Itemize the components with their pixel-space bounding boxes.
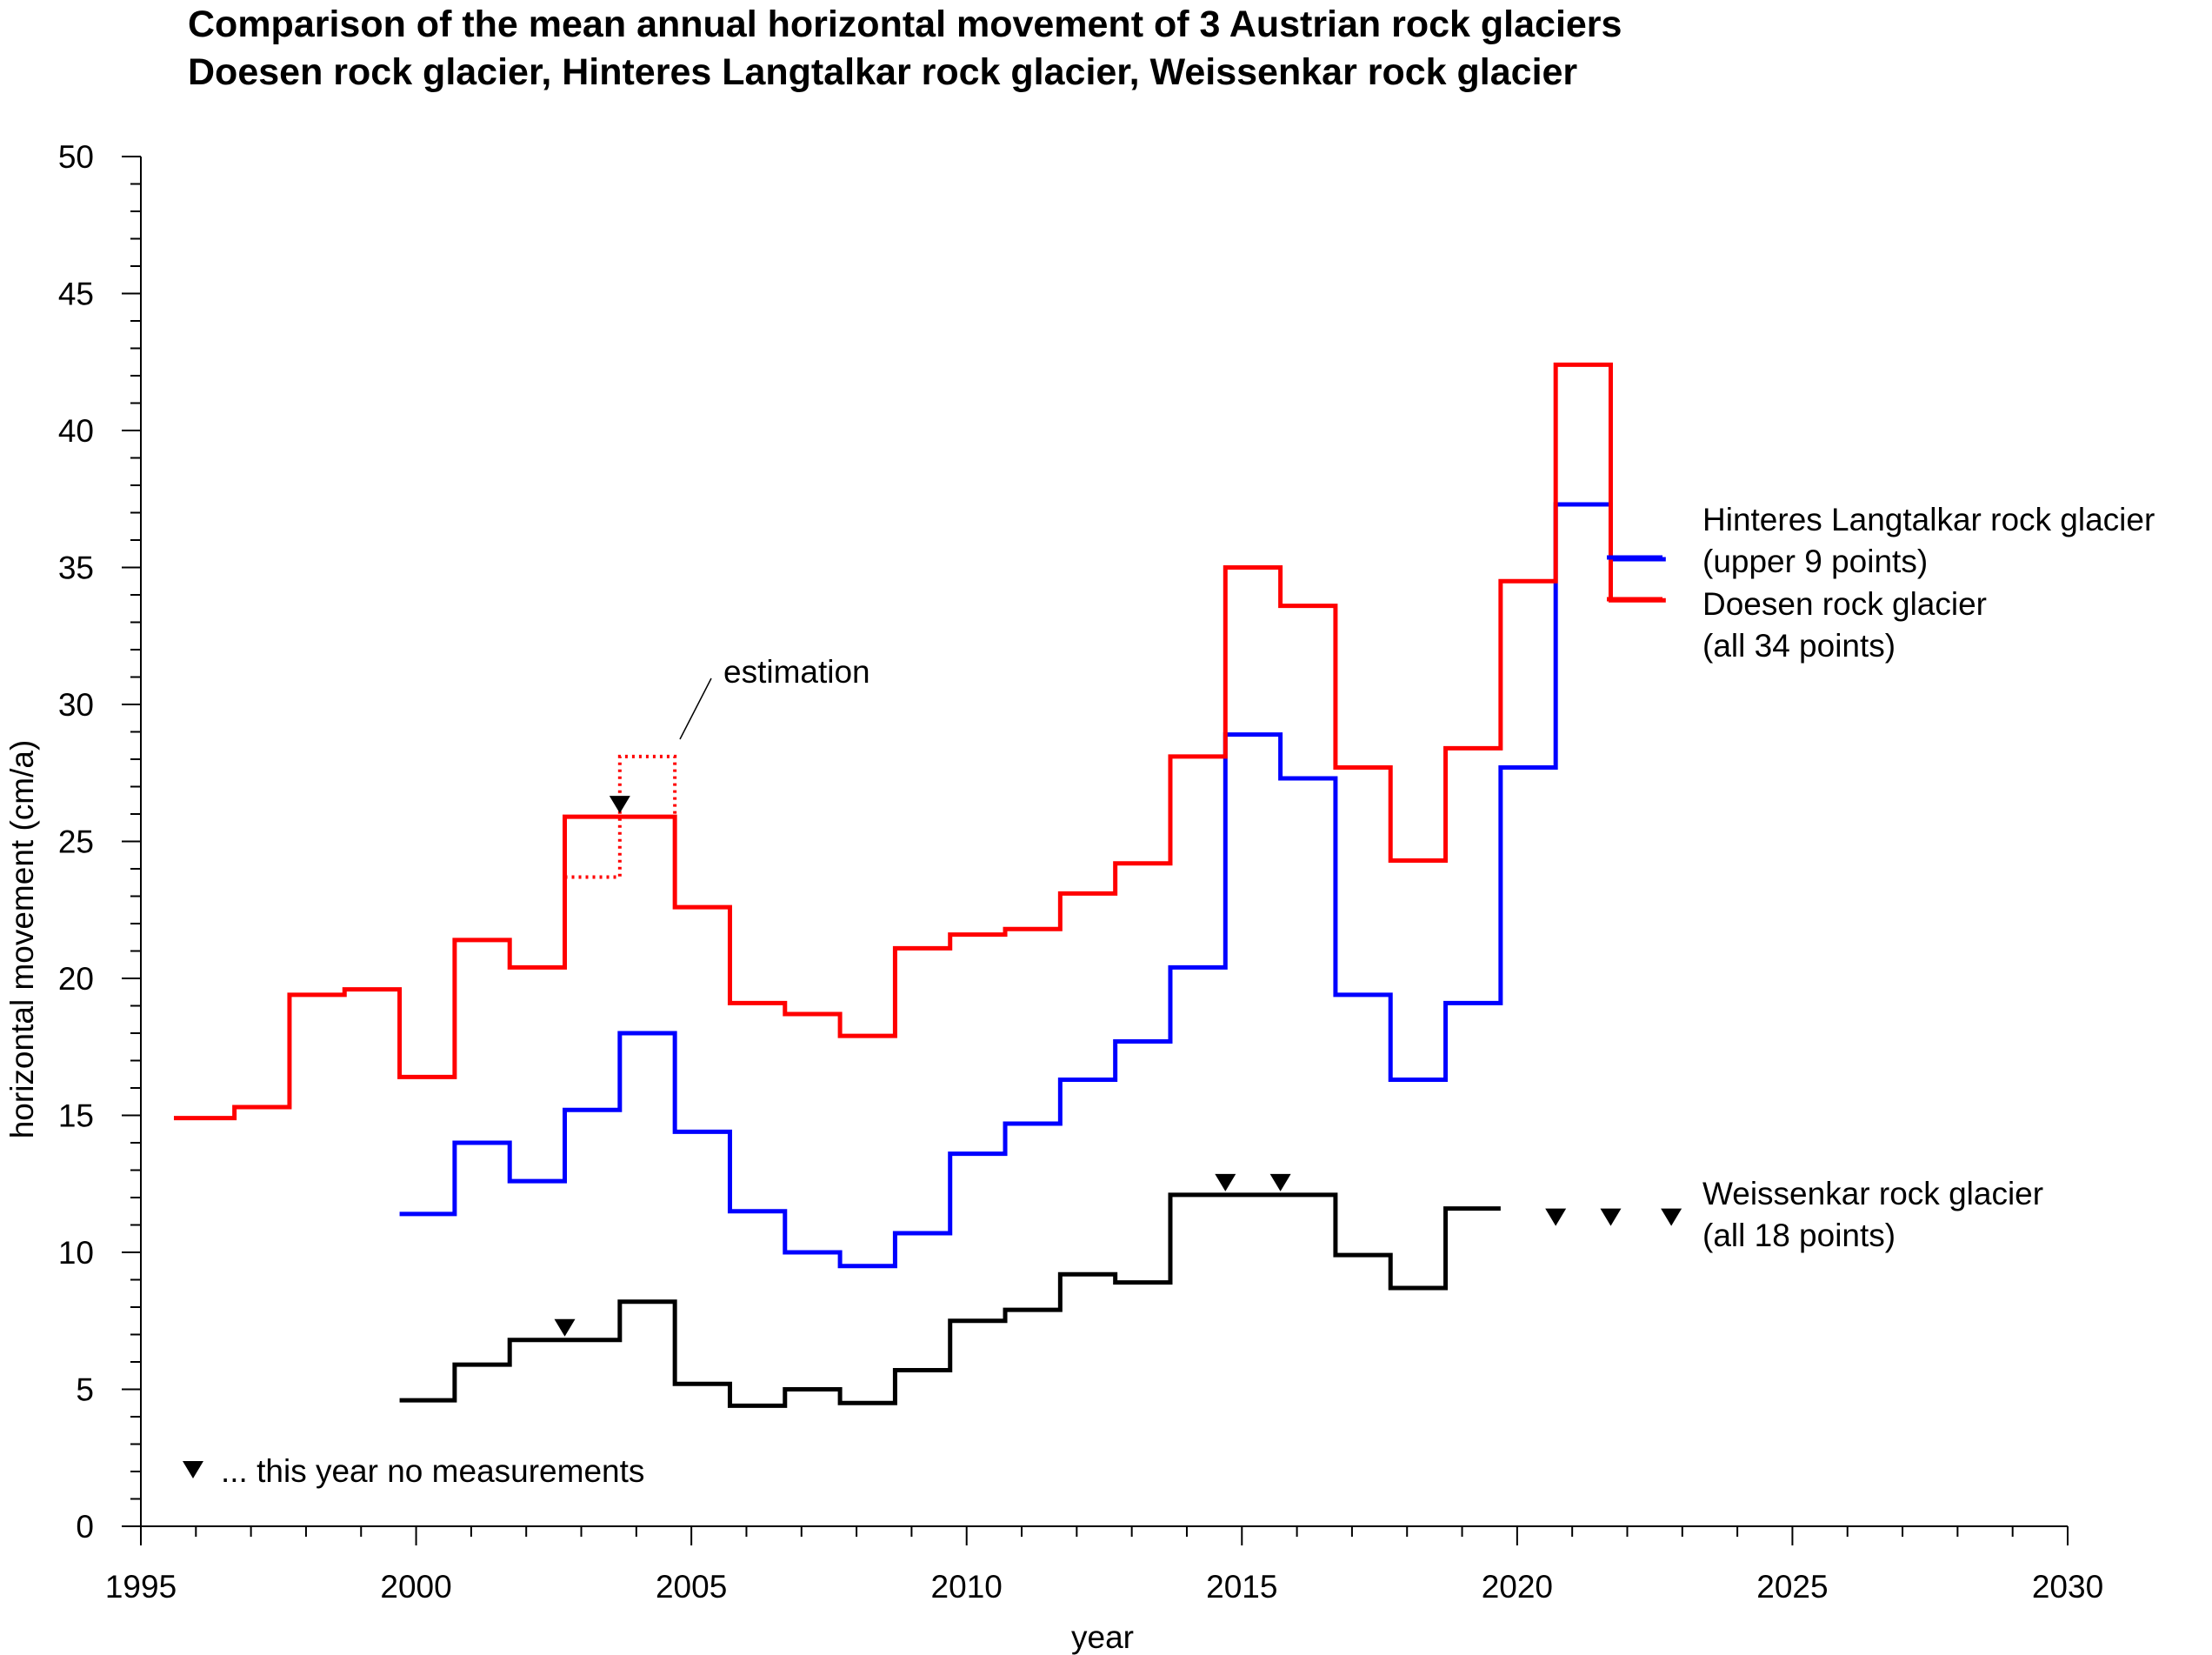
y-tick-label: 40	[58, 413, 94, 449]
y-tick-label: 50	[58, 139, 94, 175]
y-tick-label: 0	[76, 1509, 94, 1545]
x-axis-title: year	[1071, 1619, 1134, 1655]
legend-sublabel-hinteres-langtalkar-rock-glacier: (upper 9 points)	[1702, 544, 1928, 579]
chart-title-line-2: Doesen rock glacier, Hinteres Langtalkar…	[188, 51, 1577, 93]
no-measurement-marker	[1269, 1173, 1291, 1191]
no-measurement-marker	[1215, 1173, 1236, 1191]
legend-marker-icon	[183, 1461, 203, 1478]
x-tick-label: 1995	[105, 1569, 177, 1605]
series-hinteres-langtalkar-rock-glacier	[399, 502, 1666, 1269]
x-tick-label: 2010	[931, 1569, 1003, 1605]
legend-sublabel-doesen-rock-glacier: (all 34 points)	[1702, 628, 1896, 664]
y-axis-title: horizontal movement (cm/a)	[4, 740, 40, 1139]
y-tick-label: 10	[58, 1235, 94, 1271]
legend-label-hinteres-langtalkar-rock-glacier: Hinteres Langtalkar rock glacier	[1702, 502, 2155, 537]
series-weissenkar-rock-glacier	[399, 1192, 1501, 1408]
legend: Hinteres Langtalkar rock glacier (upper 9…	[1607, 502, 2155, 1253]
x-tick-label: 2025	[1756, 1569, 1828, 1605]
markers-layer	[183, 796, 1682, 1478]
series-doesen-rock-glacier	[173, 362, 1666, 1121]
x-tick-label: 2030	[2032, 1569, 2103, 1605]
no-measurement-note: ... this year no measurements	[221, 1453, 644, 1489]
no-measurement-marker	[1661, 1208, 1682, 1226]
legend-label-weissenkar-rock-glacier: Weissenkar rock glacier	[1702, 1176, 2043, 1211]
estimation-step	[564, 754, 677, 879]
no-measurement-marker	[1600, 1208, 1622, 1226]
x-tick-label: 2020	[1482, 1569, 1553, 1605]
no-measurement-marker	[609, 796, 630, 814]
y-tick-label: 15	[58, 1098, 94, 1134]
y-tick-label: 35	[58, 551, 94, 586]
estimation-label: estimation	[723, 654, 870, 690]
estimation-leader-line	[679, 677, 712, 740]
y-tick-label: 30	[58, 687, 94, 723]
series-layer	[173, 362, 1666, 1408]
legend-label-doesen-rock-glacier: Doesen rock glacier	[1702, 586, 1987, 622]
x-tick-label: 2000	[380, 1569, 451, 1605]
y-tick-label: 20	[58, 961, 94, 997]
x-tick-label: 2015	[1206, 1569, 1277, 1605]
annotations: estimation ... this year no measurements	[221, 654, 870, 1489]
chart-title-line-1: Comparison of the mean annual horizontal…	[188, 3, 1622, 45]
x-tick-label: 2005	[656, 1569, 727, 1605]
y-tick-label: 5	[76, 1372, 94, 1408]
legend-sublabel-weissenkar-rock-glacier: (all 18 points)	[1702, 1218, 1896, 1253]
no-measurement-marker	[554, 1318, 576, 1337]
y-tick-label: 25	[58, 824, 94, 860]
no-measurement-marker	[1545, 1208, 1567, 1226]
y-tick-label: 45	[58, 277, 94, 312]
